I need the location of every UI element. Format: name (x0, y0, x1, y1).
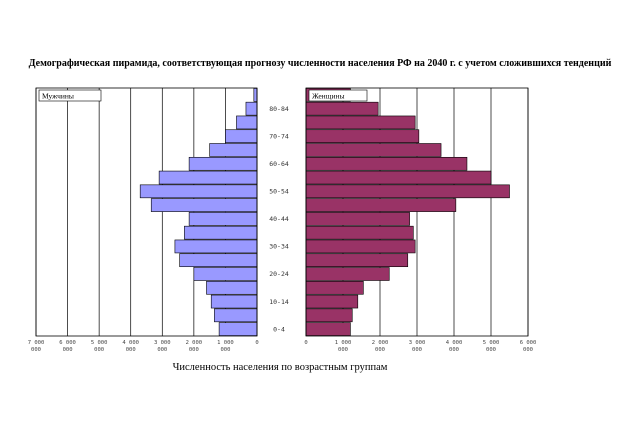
men-bar (150, 198, 258, 212)
women-bar (305, 225, 414, 240)
women-bar (305, 143, 442, 157)
women-bar (305, 294, 359, 309)
men-tick-label-sub: 000 (94, 347, 104, 353)
age-label: 80-84 (269, 105, 289, 113)
men-bar (179, 253, 258, 268)
men-bar (188, 212, 258, 226)
women-tick-label: 1 000 (335, 340, 352, 346)
age-label: 70-74 (269, 132, 289, 140)
men-bar (218, 322, 258, 336)
women-bar (305, 129, 420, 144)
men-bar (210, 294, 258, 309)
women-bar (305, 156, 468, 171)
men-bar (139, 184, 258, 199)
men-bar (206, 280, 258, 295)
men-tick-label: 7 000 (28, 340, 45, 346)
women-bar (305, 239, 416, 254)
women-tick-label: 4 000 (446, 340, 463, 346)
women-tick-label-sub: 000 (375, 347, 385, 353)
men-bar (253, 88, 258, 102)
men-bar (236, 115, 258, 130)
men-tick-label-sub: 000 (126, 347, 136, 353)
women-tick-label: 3 000 (409, 340, 426, 346)
women-tick-label: 5 000 (483, 340, 500, 346)
men-tick-label: 2 000 (186, 340, 203, 346)
age-label: 10-14 (269, 298, 289, 306)
age-group-labels: 0-4 10-14 20-24 30-34 40-44 50-54 60-64 70-74 80… (269, 105, 289, 333)
women-bar (305, 115, 416, 130)
women-tick-label-sub: 000 (523, 347, 533, 353)
x-axis-label: Численность населения по возрастным груп… (172, 362, 388, 373)
men-bar (225, 129, 258, 144)
women-bar (305, 308, 353, 323)
men-tick-label: 1 000 (217, 340, 234, 346)
women-tick-label-sub: 000 (412, 347, 422, 353)
men-tick-label-sub: 000 (189, 347, 199, 353)
women-tick-label-sub: 000 (338, 347, 348, 353)
women-legend-box (308, 89, 368, 102)
men-bar (158, 170, 258, 185)
men-plot-frame (35, 87, 258, 337)
age-label: 50-54 (269, 188, 289, 196)
men-bar (174, 239, 258, 254)
men-tick-label-sub: 000 (157, 347, 167, 353)
men-bar (188, 156, 258, 171)
women-tick-label-sub: 000 (486, 347, 496, 353)
women-bar (305, 280, 364, 295)
age-label: 0-4 (273, 325, 285, 333)
men-tick-label: 4 000 (122, 340, 139, 346)
women-bar (305, 267, 390, 281)
men-bar (214, 308, 258, 323)
women-bar (305, 170, 492, 185)
men-bar (209, 143, 258, 157)
men-tick-label: 3 000 (154, 340, 171, 346)
women-bar (305, 212, 410, 226)
women-bar (305, 322, 351, 336)
age-label: 20-24 (269, 270, 289, 278)
women-legend-label: Женщины (312, 92, 345, 101)
chart-title: Демографическая пирамида, соответствующа… (28, 58, 612, 69)
men-tick-label-sub: 000 (63, 347, 73, 353)
men-legend-box (38, 89, 102, 102)
men-legend-label: Мужчины (42, 92, 74, 101)
men-bar (184, 225, 258, 240)
men-tick-label: 6 000 (59, 340, 76, 346)
women-bar (305, 253, 409, 268)
women-tick-label: 6 000 (520, 340, 537, 346)
women-bar (305, 101, 379, 116)
men-tick-label: 0 (255, 340, 258, 346)
women-bar (305, 198, 457, 212)
men-bar (193, 267, 258, 281)
women-tick-label-sub: 000 (449, 347, 459, 353)
age-label: 60-64 (269, 160, 289, 168)
men-bar (245, 101, 258, 116)
men-tick-label-sub: 000 (220, 347, 230, 353)
women-bar (305, 184, 510, 199)
women-tick-label: 0 (304, 340, 307, 346)
age-label: 30-34 (269, 243, 289, 251)
age-label: 40-44 (269, 215, 289, 223)
women-tick-label: 2 000 (372, 340, 389, 346)
men-tick-label-sub: 000 (31, 347, 41, 353)
men-tick-label: 5 000 (91, 340, 108, 346)
